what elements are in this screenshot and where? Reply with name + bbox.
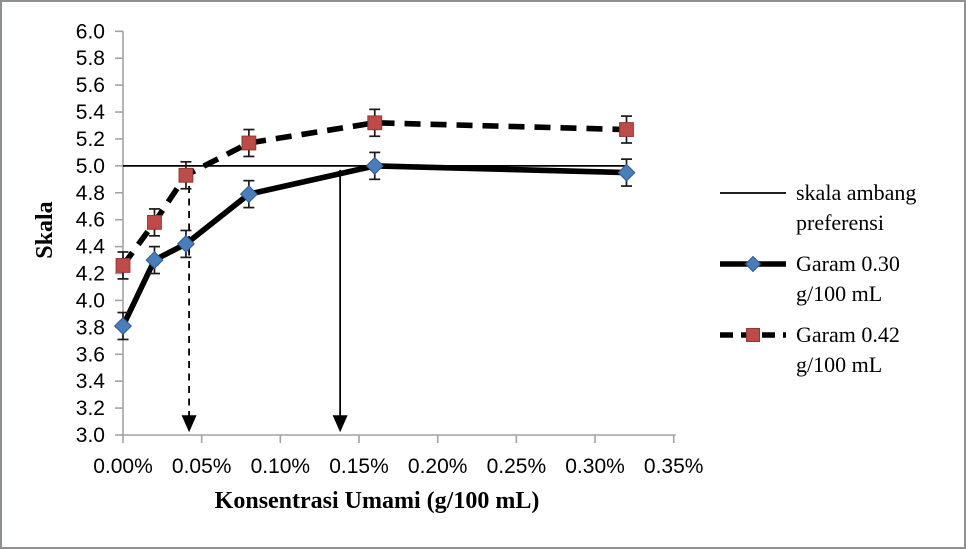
chart-legend: skala ambang preferensi Garam 0.30 g/100… bbox=[720, 178, 960, 391]
x-tick-label: 0.35% bbox=[644, 455, 704, 478]
x-tick-label: 0.00% bbox=[93, 455, 153, 478]
marker-diamond-5 bbox=[617, 163, 636, 182]
marker-diamond-0 bbox=[113, 316, 133, 336]
legend-label-threshold: skala ambang preferensi bbox=[796, 180, 917, 235]
y-axis-title: Skala bbox=[32, 201, 58, 258]
marker-square-3 bbox=[241, 135, 257, 151]
y-tick-label: 5.8 bbox=[76, 47, 105, 70]
marker-diamond-3 bbox=[239, 185, 258, 204]
legend-item-threshold: skala ambang preferensi bbox=[720, 178, 960, 238]
y-tick-label: 3.4 bbox=[76, 370, 106, 393]
marker-square-5 bbox=[619, 122, 634, 137]
threshold-arrow-garam-0.42-head bbox=[181, 415, 197, 433]
y-tick-label: 5.0 bbox=[76, 155, 105, 178]
marker-square-0 bbox=[115, 258, 131, 273]
x-tick-label: 0.30% bbox=[565, 455, 625, 478]
y-tick-label: 3.8 bbox=[76, 316, 105, 339]
marker-diamond-2 bbox=[176, 234, 195, 253]
y-tick-label: 4.0 bbox=[76, 289, 105, 312]
marker-square-2 bbox=[178, 167, 194, 183]
y-tick-label: 6.0 bbox=[76, 20, 105, 43]
x-tick-label: 0.15% bbox=[329, 455, 389, 478]
x-tick-label: 0.05% bbox=[172, 455, 232, 478]
marker-square-4 bbox=[367, 115, 383, 131]
y-tick-label: 3.2 bbox=[76, 397, 105, 420]
x-tick-label: 0.20% bbox=[408, 455, 468, 478]
series-line-2 bbox=[120, 120, 627, 268]
y-tick-label: 5.2 bbox=[76, 128, 105, 151]
threshold-arrow-garam-0.30-head bbox=[332, 415, 348, 433]
legend-sample-square-dashed-line-icon bbox=[720, 328, 786, 342]
y-tick-label: 4.6 bbox=[76, 209, 105, 232]
y-tick-label: 3.0 bbox=[76, 424, 105, 447]
y-tick-label: 5.6 bbox=[76, 74, 105, 97]
legend-label-garam-042: Garam 0.42 g/100 mL bbox=[796, 322, 900, 377]
y-tick-label: 4.8 bbox=[76, 182, 105, 205]
legend-sample-diamond-line-icon bbox=[720, 256, 786, 272]
legend-item-garam-042: Garam 0.42 g/100 mL bbox=[720, 320, 960, 380]
legend-label-garam-030: Garam 0.30 g/100 mL bbox=[796, 251, 900, 306]
y-tick-label: 4.2 bbox=[76, 263, 105, 286]
y-tick-label: 5.4 bbox=[76, 101, 106, 124]
y-tick-label: 4.4 bbox=[76, 236, 106, 259]
marker-diamond-4 bbox=[365, 156, 384, 175]
x-axis-title: Konsentrasi Umami (g/100 mL) bbox=[215, 488, 540, 514]
x-tick-label: 0.10% bbox=[251, 455, 311, 478]
series-line-1 bbox=[120, 163, 627, 328]
legend-sample-threshold-line-icon bbox=[720, 192, 786, 194]
marker-square-1 bbox=[147, 214, 162, 230]
legend-item-garam-030: Garam 0.30 g/100 mL bbox=[720, 249, 960, 309]
marker-diamond-1 bbox=[145, 251, 164, 270]
x-tick-label: 0.25% bbox=[487, 455, 547, 478]
y-tick-label: 3.6 bbox=[76, 343, 105, 366]
